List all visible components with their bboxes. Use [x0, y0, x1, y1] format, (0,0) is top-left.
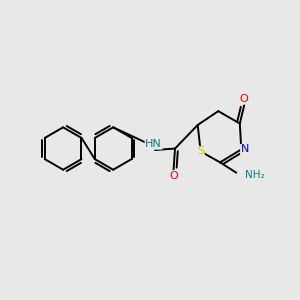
- Text: NH₂: NH₂: [244, 170, 264, 180]
- Text: O: O: [240, 94, 249, 104]
- Text: O: O: [169, 171, 178, 181]
- Text: HN: HN: [145, 139, 162, 149]
- Text: S: S: [197, 146, 204, 157]
- Text: N: N: [241, 144, 249, 154]
